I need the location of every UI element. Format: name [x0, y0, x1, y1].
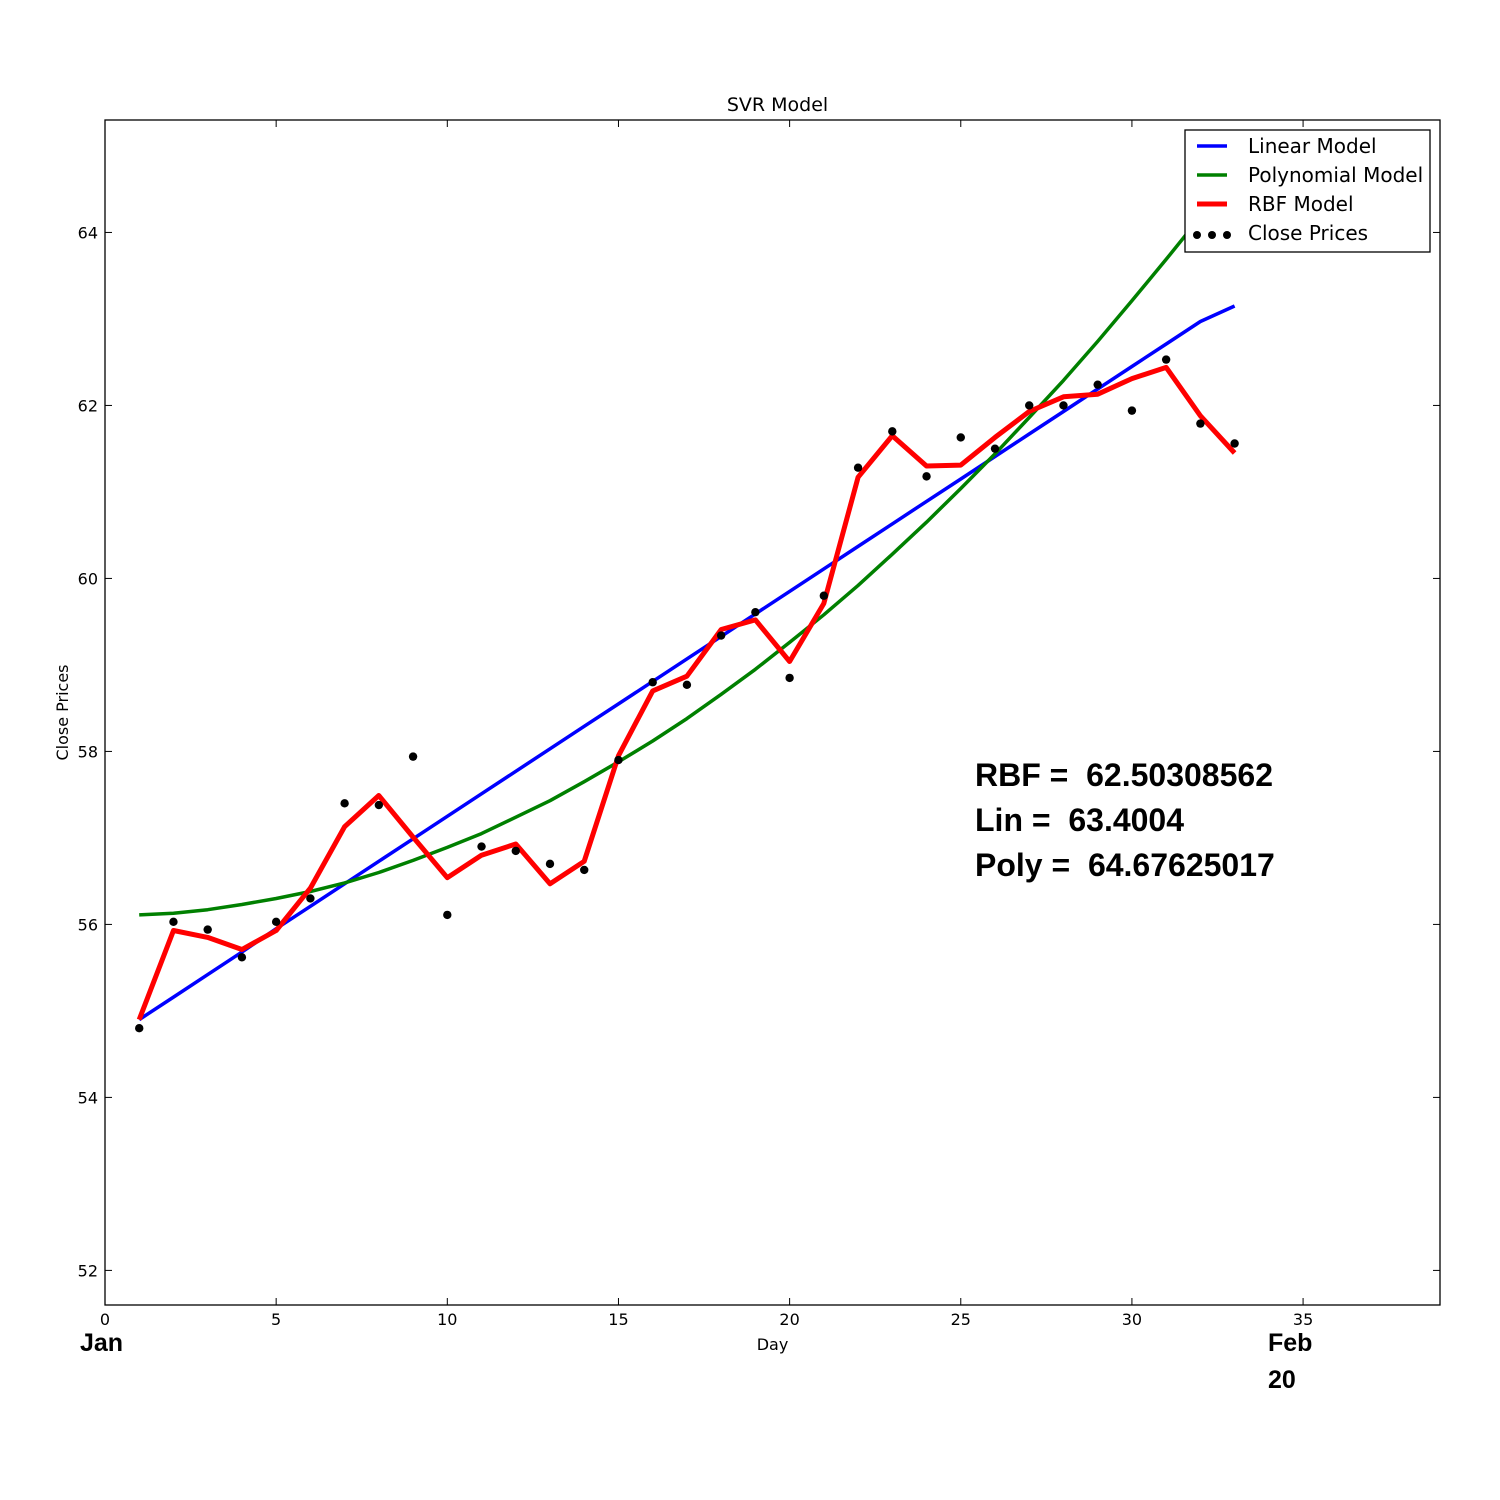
close-price-point [819, 591, 829, 600]
chart-title: SVR Model [727, 94, 828, 116]
legend-label-rbf-model: RBF Model [1248, 192, 1354, 216]
y-tick-label: 58 [78, 742, 98, 761]
x-tick-label: 25 [951, 1310, 971, 1329]
legend-swatch-close-prices [1193, 231, 1201, 239]
close-price-point [922, 472, 931, 481]
rbf-prediction: RBF = 62.50308562 [975, 757, 1273, 793]
month-label-feb: Feb [1268, 1329, 1312, 1357]
close-price-point [888, 427, 897, 436]
close-price-point [956, 433, 965, 442]
close-price-point [751, 607, 760, 617]
poly-prediction: Poly = 64.67625017 [975, 847, 1275, 883]
close-price-point [580, 865, 589, 875]
plot-frame [104, 119, 1441, 1306]
close-price-point [1127, 406, 1137, 415]
y-tick-label: 64 [78, 223, 98, 242]
month-label-jan: Jan [80, 1329, 123, 1357]
legend-label-polynomial-model: Polynomial Model [1248, 163, 1423, 187]
legend-swatch-close-prices [1223, 231, 1231, 239]
close-price-point [271, 917, 281, 927]
polynomial-model-line [139, 170, 1236, 917]
close-price-point [443, 910, 452, 920]
month-labels: Jan Feb 20 [80, 1329, 1312, 1394]
close-price-point [990, 444, 1000, 453]
close-price-point [169, 917, 178, 927]
y-tick-label: 60 [78, 569, 98, 588]
close-price-point [853, 463, 863, 472]
y-tick-label: 56 [78, 915, 98, 934]
close-price-point [477, 842, 486, 851]
close-price-point [1196, 419, 1205, 428]
x-tick-label: 30 [1122, 1310, 1142, 1329]
y-axis-label: Close Prices [53, 664, 72, 760]
x-tick-label: 35 [1293, 1310, 1313, 1329]
close-price-point [682, 680, 692, 690]
legend-swatch-close-prices [1208, 231, 1216, 239]
close-price-point [1059, 401, 1068, 410]
close-price-point [340, 799, 349, 808]
close-price-point [1161, 355, 1171, 364]
close-price-point [511, 846, 520, 856]
legend-label-linear-model: Linear Model [1248, 134, 1377, 158]
close-price-point [306, 894, 315, 903]
close-price-point [648, 678, 657, 687]
close-price-point [716, 631, 726, 640]
x-tick-label: 15 [608, 1310, 628, 1329]
x-tick-label: 0 [100, 1310, 110, 1329]
legend-label-close-prices: Close Prices [1248, 221, 1368, 245]
y-tick-label: 54 [78, 1088, 98, 1107]
x-tick-label: 5 [271, 1310, 281, 1329]
x-tick-label: 20 [779, 1310, 799, 1329]
lin-prediction: Lin = 63.4004 [975, 802, 1184, 838]
close-price-point [237, 953, 247, 962]
y-axis-ticks: 52 54 56 58 60 62 64 [78, 223, 1440, 1280]
close-price-point [408, 752, 418, 761]
close-price-point [135, 1024, 144, 1033]
series-layer [135, 170, 1239, 1033]
legend: Linear Model Polynomial Model RBF Model Clo… [1184, 129, 1431, 253]
x-axis-label: Day [757, 1335, 789, 1354]
x-tick-label: 10 [437, 1310, 457, 1329]
x-axis-ticks: 0 5 10 15 20 25 30 35 [100, 120, 1313, 1329]
rbf-model-line [136, 364, 1237, 1021]
day-label-20: 20 [1268, 1366, 1296, 1394]
model-predictions: RBF = 62.50308562 Lin = 63.4004 Poly = 64.… [975, 757, 1275, 883]
close-price-point [1230, 439, 1239, 448]
y-tick-label: 52 [78, 1261, 98, 1280]
close-price-point [614, 755, 623, 765]
linear-model-line [138, 304, 1236, 1022]
legend-box [1184, 129, 1431, 253]
close-price-point [1093, 380, 1102, 389]
y-tick-label: 62 [78, 396, 98, 415]
close-price-point [374, 800, 384, 810]
close-price-point [1025, 401, 1034, 410]
close-price-point [785, 673, 794, 683]
close-price-point [203, 925, 212, 934]
close-price-point [545, 859, 555, 869]
